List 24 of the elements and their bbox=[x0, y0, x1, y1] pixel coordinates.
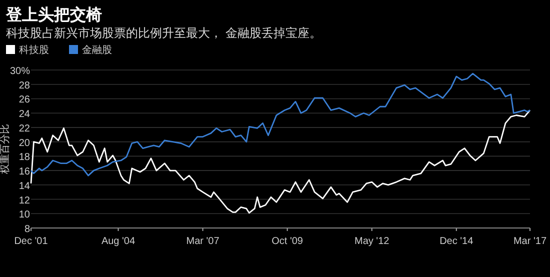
y-tick-label: 12 bbox=[18, 195, 30, 206]
x-tick-label: Oct '09 bbox=[272, 236, 304, 247]
legend-label: 金融股 bbox=[82, 44, 112, 56]
legend-label: 科技股 bbox=[19, 44, 49, 56]
y-tick-label: 28 bbox=[18, 80, 30, 92]
x-tick-label: May '12 bbox=[354, 236, 390, 247]
y-tick-label: 18 bbox=[18, 152, 30, 164]
x-tick-label: Mar '17 bbox=[513, 236, 547, 247]
x-tick-label: Dec '14 bbox=[440, 236, 474, 247]
chart-title: 登上头把交椅 bbox=[5, 5, 102, 24]
y-tick-label: 8 bbox=[24, 224, 30, 235]
x-tick-label: Mar '07 bbox=[186, 236, 220, 247]
y-tick-label: 22 bbox=[18, 123, 30, 134]
y-axis-title: 权重百分比 bbox=[0, 124, 11, 175]
y-tick-label: 10 bbox=[18, 210, 30, 221]
chart-subtitle: 科技股占新兴市场股票的比例升至最大， 金融股丢掉宝座。 bbox=[6, 26, 322, 40]
x-tick-label: Aug '04 bbox=[101, 236, 136, 247]
y-tick-label: 16 bbox=[18, 166, 30, 178]
x-tick-label: Dec '01 bbox=[14, 236, 48, 247]
y-tick-label: 26 bbox=[18, 94, 30, 106]
y-tick-label: 20 bbox=[18, 138, 30, 149]
y-tick-label: 24 bbox=[18, 109, 30, 120]
y-tick-label: 30% bbox=[10, 66, 30, 77]
y-tick-label: 14 bbox=[18, 180, 30, 192]
